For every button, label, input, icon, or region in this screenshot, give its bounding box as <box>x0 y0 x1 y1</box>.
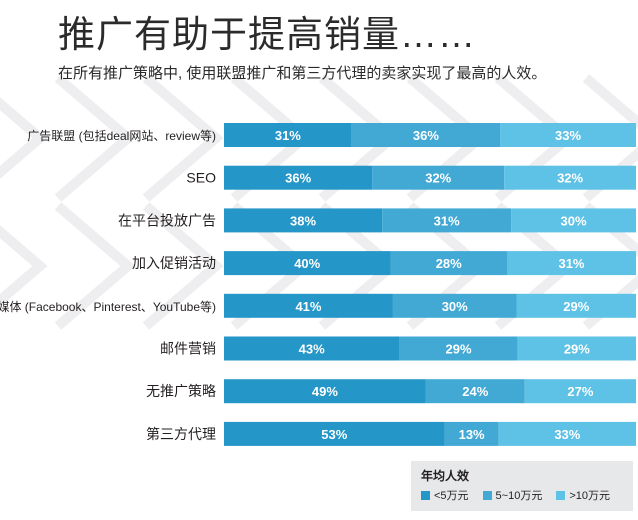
category-label: 无推广策略 <box>146 383 216 399</box>
bar-value-label: 13% <box>459 427 485 442</box>
bar-value-label: 40% <box>294 256 320 271</box>
legend-item-5to10: 5~10万元 <box>482 487 543 503</box>
category-label: SEO <box>186 170 216 186</box>
legend: 年均人效 <5万元 5~10万元 >10万元 <box>411 461 633 511</box>
background-chevron <box>0 97 48 179</box>
page-title: 推广有助于提高销量…… <box>58 14 476 55</box>
bar-row: 无推广策略 49% 24% 27% <box>146 379 636 404</box>
page-subtitle: 在所有推广策略中, 使用联盟推广和第三方代理的卖家实现了最高的人效。 <box>58 65 547 82</box>
category-label: 第三方代理 <box>146 426 216 442</box>
background-chevron <box>0 225 48 307</box>
bar-row: 邮件营销 43% 29% 29% <box>160 336 636 361</box>
bar-row: SEO 36% 32% 32% <box>186 165 636 190</box>
background-chevron <box>54 74 136 202</box>
bar-row: 在平台投放广告 38% 31% 30% <box>118 208 636 233</box>
bar-value-label: 32% <box>557 171 583 186</box>
legend-label: <5万元 <box>434 490 469 502</box>
bar-value-label: 30% <box>561 213 587 228</box>
legend-label: >10万元 <box>569 490 610 502</box>
bar-segment <box>224 123 352 147</box>
bar-row: 广告联盟 (包括deal网站、review等) 31% 36% 33% <box>27 123 636 147</box>
bar-value-label: 53% <box>321 427 347 442</box>
bar-segment <box>390 251 507 276</box>
bar-segment <box>372 165 505 190</box>
bar-value-label: 43% <box>299 342 325 357</box>
bar-segment <box>399 336 518 361</box>
category-label: 社交媒体 (Facebook、Pinterest、YouTube等) <box>0 299 216 314</box>
bar-value-label: 27% <box>567 384 593 399</box>
bar-row: 加入促销活动 40% 28% 31% <box>132 251 636 276</box>
bar-value-label: 36% <box>413 128 439 143</box>
background-chevron <box>142 74 224 202</box>
bar-value-label: 28% <box>436 256 462 271</box>
legend-title: 年均人效 <box>421 469 470 483</box>
bar-segment <box>224 208 383 233</box>
bar-segment <box>382 208 512 233</box>
bar-value-label: 31% <box>434 213 460 228</box>
bar-segment <box>224 293 393 318</box>
legend-swatch <box>556 490 566 500</box>
bar-value-label: 33% <box>555 128 581 143</box>
background-chevron <box>142 202 224 330</box>
background-chevron <box>54 202 136 330</box>
bar-value-label: 31% <box>275 128 301 143</box>
category-label: 邮件营销 <box>160 341 216 357</box>
bar-row: 第三方代理 53% 13% 33% <box>146 421 636 446</box>
bar-value-label: 29% <box>564 342 590 357</box>
bar-segment <box>506 251 636 276</box>
category-label: 加入促销活动 <box>132 255 216 271</box>
bar-value-label: 31% <box>558 256 584 271</box>
bar-segment <box>425 379 525 404</box>
bar-value-label: 33% <box>554 427 580 442</box>
bar-segment <box>517 336 636 361</box>
bar-segment <box>500 123 636 147</box>
legend-swatch <box>482 490 492 500</box>
bar-segment <box>351 123 501 147</box>
bar-value-label: 30% <box>442 299 468 314</box>
legend-item-gt10: >10万元 <box>556 487 610 503</box>
bar-segment <box>516 293 636 318</box>
stacked-bar-chart: 广告联盟 (包括deal网站、review等) 31% 36% 33% SEO 36% 32… <box>0 123 636 446</box>
legend-label: 5~10万元 <box>495 490 543 502</box>
bar-segment <box>224 165 373 190</box>
bar-segment <box>511 208 636 233</box>
bar-segment <box>224 251 391 276</box>
bar-segment <box>392 293 517 318</box>
bar-segment <box>224 421 445 446</box>
bar-value-label: 29% <box>446 342 472 357</box>
bar-value-label: 32% <box>425 171 451 186</box>
bar-row: 社交媒体 (Facebook、Pinterest、YouTube等) 41% 30%… <box>0 293 636 318</box>
bar-value-label: 29% <box>563 299 589 314</box>
bar-segment <box>224 336 400 361</box>
bar-value-label: 41% <box>295 299 321 314</box>
bar-value-label: 36% <box>285 171 311 186</box>
bar-value-label: 38% <box>290 213 316 228</box>
legend-item-lt5: <5万元 <box>421 487 469 503</box>
bar-segment <box>224 379 426 404</box>
bar-value-label: 49% <box>312 384 338 399</box>
bar-value-label: 24% <box>462 384 488 399</box>
category-label: 在平台投放广告 <box>118 212 216 228</box>
bar-segment <box>444 421 499 446</box>
bar-segment <box>504 165 636 190</box>
legend-swatch <box>421 490 430 500</box>
bar-segment <box>498 421 636 446</box>
bar-segment <box>524 379 636 404</box>
category-label: 广告联盟 (包括deal网站、review等) <box>27 128 216 143</box>
